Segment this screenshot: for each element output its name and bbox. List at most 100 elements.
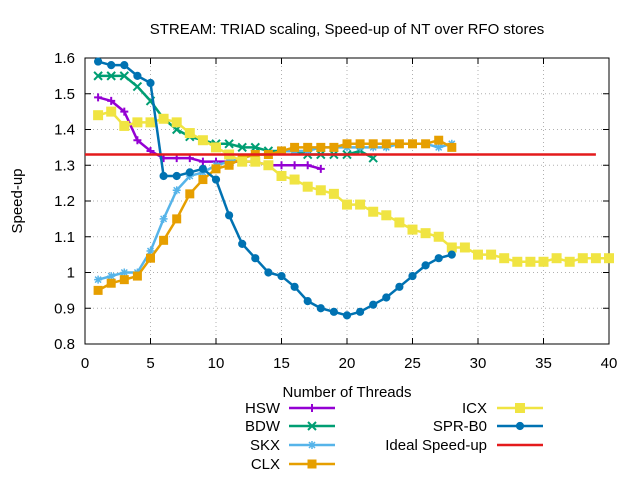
series-clx bbox=[93, 135, 457, 295]
data-point bbox=[94, 57, 103, 66]
y-tick-label: 0.8 bbox=[54, 336, 75, 353]
series-line bbox=[97, 60, 453, 317]
data-point bbox=[171, 117, 182, 128]
series-hsw bbox=[94, 93, 325, 173]
y-tick-label: 0.9 bbox=[54, 300, 75, 317]
legend-item: ICX bbox=[462, 400, 543, 417]
data-point bbox=[106, 106, 117, 117]
legend-label: ICX bbox=[462, 400, 487, 417]
data-point bbox=[159, 235, 169, 245]
data-point bbox=[107, 61, 116, 70]
grid bbox=[85, 58, 609, 344]
y-tick-label: 1.4 bbox=[54, 122, 75, 139]
data-point bbox=[577, 253, 588, 264]
data-point bbox=[308, 441, 316, 449]
data-point bbox=[381, 139, 391, 149]
data-point bbox=[307, 421, 317, 431]
data-point bbox=[237, 142, 247, 153]
data-point bbox=[224, 160, 234, 170]
series-icx bbox=[93, 106, 614, 267]
x-tick-label: 25 bbox=[404, 355, 421, 372]
data-point bbox=[407, 224, 418, 235]
data-point bbox=[290, 161, 299, 170]
legend-label: Ideal Speed-up bbox=[385, 437, 487, 454]
data-point bbox=[421, 139, 431, 149]
x-tick-label: 10 bbox=[208, 355, 225, 372]
data-point bbox=[433, 231, 444, 242]
data-point bbox=[145, 117, 156, 128]
data-point bbox=[184, 128, 195, 139]
data-point bbox=[551, 253, 562, 264]
data-point bbox=[93, 71, 103, 81]
data-point bbox=[198, 157, 207, 166]
x-tick-label: 15 bbox=[273, 355, 290, 372]
x-tick-label: 40 bbox=[601, 355, 618, 372]
data-point bbox=[146, 78, 155, 88]
data-point bbox=[512, 256, 523, 267]
data-point bbox=[604, 253, 614, 264]
data-point bbox=[290, 142, 300, 152]
data-point bbox=[342, 311, 352, 320]
data-point bbox=[198, 164, 207, 173]
data-point bbox=[316, 164, 325, 173]
data-point bbox=[225, 211, 234, 220]
data-point bbox=[408, 139, 417, 149]
data-point bbox=[146, 253, 155, 263]
data-point bbox=[211, 175, 221, 184]
data-point bbox=[106, 278, 116, 288]
data-point bbox=[133, 71, 142, 80]
data-point bbox=[238, 239, 247, 248]
data-point bbox=[289, 174, 300, 185]
series-group bbox=[85, 57, 614, 320]
data-point bbox=[197, 135, 208, 146]
data-point bbox=[263, 160, 274, 171]
legend-label: SKX bbox=[250, 437, 280, 454]
data-point bbox=[515, 403, 525, 413]
data-point bbox=[328, 188, 339, 199]
data-point bbox=[277, 161, 286, 170]
data-point bbox=[211, 142, 221, 153]
data-point bbox=[237, 156, 248, 167]
data-point bbox=[119, 71, 130, 81]
data-point bbox=[172, 171, 181, 181]
data-point bbox=[369, 300, 378, 309]
y-tick-label: 1 bbox=[67, 265, 75, 282]
y-tick-label: 1.6 bbox=[54, 50, 75, 67]
data-point bbox=[459, 242, 470, 253]
data-point bbox=[434, 143, 443, 152]
axis-ticks: 0 5 10 15 20 25 30 35 40 0.8 0.9 1 1.1 1.2 1.3 1.4 1.5 1.… bbox=[54, 50, 617, 372]
data-point bbox=[394, 139, 404, 149]
legend-item: HSW bbox=[245, 400, 335, 417]
data-point bbox=[538, 256, 549, 267]
data-point bbox=[94, 275, 103, 284]
data-point bbox=[329, 142, 339, 152]
data-point bbox=[408, 271, 417, 281]
data-point bbox=[368, 206, 379, 217]
data-point bbox=[119, 120, 130, 131]
data-point bbox=[515, 421, 525, 431]
data-point bbox=[133, 136, 142, 145]
data-point bbox=[355, 199, 366, 210]
data-point bbox=[198, 175, 208, 185]
x-axis-label: Number of Threads bbox=[283, 384, 412, 401]
data-point bbox=[93, 285, 103, 295]
x-tick-label: 0 bbox=[81, 355, 89, 372]
series-spr-b0 bbox=[94, 57, 456, 320]
data-point bbox=[525, 256, 536, 267]
data-point bbox=[421, 261, 430, 270]
data-point bbox=[224, 139, 234, 149]
x-tick-label: 35 bbox=[535, 355, 552, 372]
data-point bbox=[499, 253, 510, 264]
data-point bbox=[303, 142, 313, 152]
data-point bbox=[434, 135, 444, 145]
x-tick-label: 20 bbox=[339, 355, 356, 372]
data-point bbox=[473, 249, 483, 260]
data-point bbox=[172, 214, 182, 224]
data-point bbox=[307, 459, 317, 469]
data-point bbox=[276, 170, 287, 181]
data-point bbox=[590, 253, 601, 264]
data-point bbox=[132, 81, 143, 92]
data-point bbox=[211, 164, 221, 174]
